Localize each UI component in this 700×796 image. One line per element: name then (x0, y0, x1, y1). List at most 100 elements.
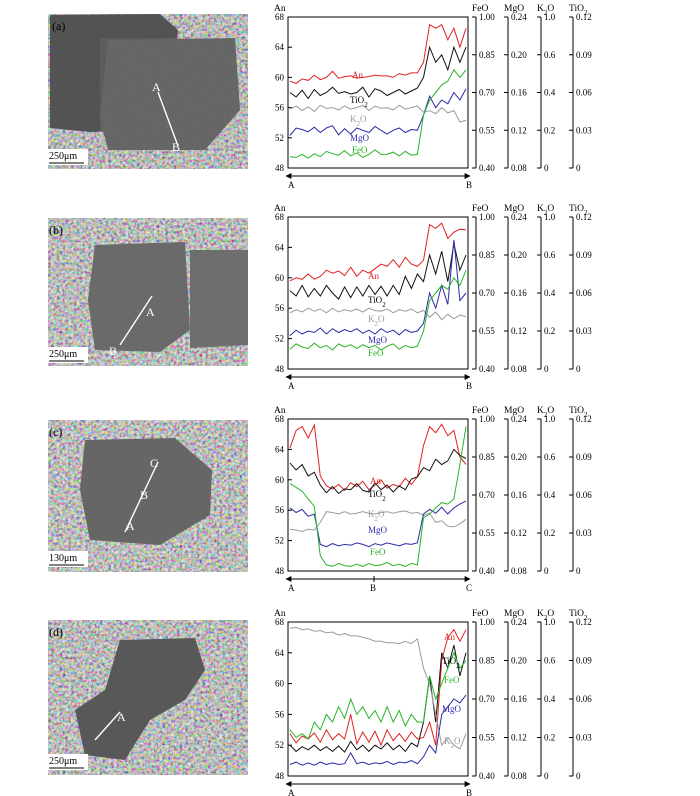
panel-d-feo-tick-label: 0.40 (479, 771, 495, 781)
panel-b-an-tick-label: 68 (275, 212, 285, 222)
panel-b-an-tick-label: 52 (275, 334, 284, 344)
panel-c-feo-tick-label: 0.55 (479, 528, 495, 538)
panel-a-header-feo: FeO (472, 4, 489, 14)
panel-b-series-tio2 (289, 243, 467, 300)
panel-d-header-an: An (274, 609, 286, 619)
panel-d-chart: An FeO MgO K2O TiO26864605652481.000.850.700… (274, 609, 592, 796)
panel-a-mgo-tick-label: 0.12 (511, 125, 527, 135)
panel-b-feo-tick-label: 0.40 (479, 364, 495, 374)
panel-b-header-k2o: K2O (537, 204, 554, 217)
panel-d-tio2-tick-label: 0.03 (576, 733, 592, 743)
panel-c-point-a: A (126, 519, 135, 533)
panel-d-mgo-tick-label: 0.16 (511, 694, 527, 704)
panel-d-scale-text: 250μm (49, 756, 77, 767)
panel-a-profile-end-b: B (466, 180, 472, 190)
panel-a-series-tio2 (289, 45, 467, 100)
panel-c-header-mgo: MgO (504, 406, 524, 416)
panel-a-an-tick-label: 60 (275, 72, 285, 82)
panel-d-profile-end-b: B (466, 788, 472, 796)
panel-d-plot-frame (287, 621, 469, 777)
panel-b-plot-frame (287, 216, 469, 370)
panel-a-feo-tick-label: 1.00 (479, 12, 495, 22)
panel-d-k2o-tick-label: 0.4 (544, 694, 556, 704)
panel-d-tio2-tick-label: 0.06 (576, 694, 592, 704)
panel-b-label: (b) (49, 223, 63, 237)
panel-c-header-feo: FeO (472, 406, 489, 416)
panel-d-header-tio2: TiO2 (569, 609, 588, 622)
panel-d-header-k2o: K2O (537, 609, 554, 622)
panel-c-k2o-tick-label: 1.0 (544, 414, 556, 424)
panel-b-mgo-tick-label: 0.08 (511, 364, 527, 374)
panel-c-k2o-tick-label: 0.2 (544, 528, 555, 538)
panel-b-series-mgo (289, 239, 467, 336)
panel-c-k2o-tick-label: 0 (544, 566, 549, 576)
panel-c-mgo-tick-label: 0.08 (511, 566, 527, 576)
panel-d-an-tick-label: 68 (275, 617, 285, 627)
panel-b-tio2-tick-label: 0.06 (576, 288, 592, 298)
panel-d-series-an (289, 628, 467, 747)
panel-a-k2o-tick-label: 0.6 (544, 50, 556, 60)
panel-c-series-mgo (289, 500, 467, 548)
panel-d-profile-end-a: A (288, 788, 295, 796)
panel-b-label-tio2: TiO2 (368, 295, 386, 309)
panel-a-label: (a) (52, 19, 65, 33)
panel-a-k2o-tick-label: 0.2 (544, 125, 555, 135)
panel-d-tio2-tick-label: 0 (576, 771, 581, 781)
panel-c-k2o-tick-label: 0.6 (544, 452, 556, 462)
panel-b-tio2-tick-label: 0.09 (576, 250, 592, 260)
panel-c-label-an: An (370, 476, 381, 486)
panel-c-label-k2o: K2O (368, 509, 385, 523)
panel-a-series-k2o (289, 104, 467, 123)
panel-c-k2o-tick-label: 0.4 (544, 490, 556, 500)
panel-a-image: (a) A B 250μm (48, 14, 248, 169)
panel-a-header-tio2: TiO2 (569, 4, 588, 17)
panel-d-mgo-tick-label: 0.08 (511, 771, 527, 781)
panel-b-k2o-tick-label: 0 (544, 364, 549, 374)
panel-a-tio2-tick-label: 0.06 (576, 88, 592, 98)
panel-d-tio2-tick-label: 0.09 (576, 656, 592, 666)
panel-d-mgo-tick-label: 0.12 (511, 733, 527, 743)
panel-c-header-k2o: K2O (537, 406, 554, 419)
panel-b-tio2-tick-label: 0 (576, 364, 581, 374)
panel-d-label-tio2: TiO2 (442, 656, 460, 670)
panel-c-feo-tick-label: 0.70 (479, 490, 495, 500)
panel-b-feo-tick-label: 0.70 (479, 288, 495, 298)
panel-d-series-feo (289, 651, 467, 740)
panel-a-tio2-tick-label: 0.12 (576, 12, 592, 22)
panel-b-header-feo: FeO (472, 204, 489, 214)
panel-a-header-k2o: K2O (537, 4, 554, 17)
panel-b-series-k2o (289, 307, 467, 321)
panel-b-an-tick-label: 48 (275, 364, 285, 374)
panel-a-k2o-tick-label: 0 (544, 163, 549, 173)
panel-a-series-feo (289, 68, 467, 159)
panel-c-an-tick-label: 48 (275, 566, 285, 576)
panel-d-k2o-tick-label: 0.6 (544, 656, 556, 666)
panel-b-series-an (289, 222, 467, 282)
panel-a-tio2-tick-label: 0.03 (576, 125, 592, 135)
panel-b-label-feo: FeO (368, 348, 384, 358)
panel-d-tio2-tick-label: 0.12 (576, 617, 592, 627)
panel-b-point-b: B (109, 344, 117, 358)
panel-d-label-k2o: K2O (444, 736, 461, 750)
panel-c-label-tio2: TiO2 (368, 489, 386, 503)
panel-c-point-c: C (150, 456, 158, 470)
panel-b-profile-end-b: B (466, 381, 472, 391)
panel-a-mgo-tick-label: 0.16 (511, 88, 527, 98)
panel-b-an-tick-label: 56 (275, 303, 285, 313)
panel-a-feo-tick-label: 0.55 (479, 125, 495, 135)
panel-a-feo-tick-label: 0.40 (479, 163, 495, 173)
panel-b-scale-text: 250μm (49, 349, 77, 360)
panel-a-mgo-tick-label: 0.08 (511, 163, 527, 173)
panel-a-series-mgo (289, 88, 467, 136)
panel-b-mgo-tick-label: 0.16 (511, 288, 527, 298)
charts: An FeO MgO K2O TiO26864605652481.000.850.700… (274, 4, 592, 796)
panel-b-k2o-tick-label: 0.2 (544, 326, 555, 336)
panel-b-label-an: An (368, 271, 379, 281)
panel-c-an-tick-label: 56 (275, 505, 285, 515)
panel-b-k2o-tick-label: 1.0 (544, 212, 556, 222)
panel-c-series-feo (289, 426, 467, 567)
panel-b-tio2-tick-label: 0.12 (576, 212, 592, 222)
panel-d-image: (d) A 250μm (48, 620, 248, 775)
panel-a-k2o-tick-label: 1.0 (544, 12, 556, 22)
